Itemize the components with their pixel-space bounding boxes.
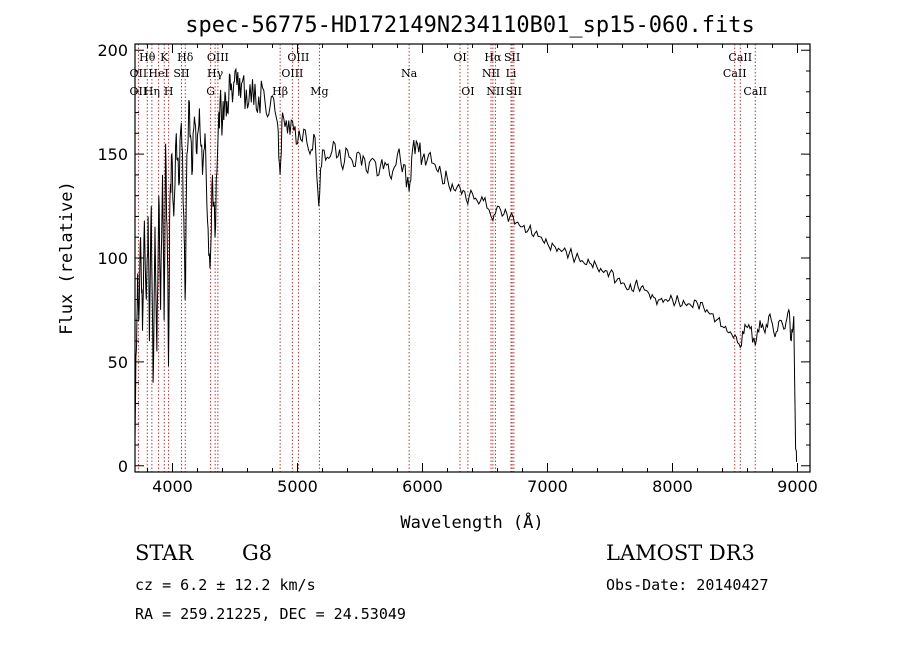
spectral-line-label: OI xyxy=(453,51,466,64)
spectral-line-label: OIII xyxy=(287,51,309,64)
spectral-line-label: OII xyxy=(130,67,148,80)
axis-ticks: 4000 5000 6000 7000 8000 9000 0 50 100 150 200 xyxy=(97,41,817,496)
x-tick-label: 9000 xyxy=(777,477,818,496)
spectral-line-label: H xyxy=(164,85,174,98)
spectral-line-label: HeI xyxy=(148,67,168,80)
x-tick-label: 5000 xyxy=(277,477,318,496)
spectral-line-label: Hθ xyxy=(139,51,156,64)
y-axis-label: Flux (relative) xyxy=(57,181,77,335)
redshift-text: cz = 6.2 ± 12.2 km/s xyxy=(135,576,316,594)
spectral-line-label: G xyxy=(206,85,215,98)
survey-name: LAMOST DR3 xyxy=(606,541,755,565)
spectral-line-label: NII xyxy=(482,67,500,80)
obs-date-text: Obs-Date: 20140427 xyxy=(606,576,769,594)
spectral-line-markers xyxy=(137,44,756,472)
spectral-line-label: SII xyxy=(506,85,522,98)
x-tick-label: 7000 xyxy=(527,477,568,496)
spectral-line-label: OII xyxy=(130,85,148,98)
spectral-line-label: Hγ xyxy=(207,67,224,80)
spectral-line-label: CaII xyxy=(728,51,752,64)
plot-area xyxy=(134,43,811,473)
spectral-line-label: OIII xyxy=(207,51,229,64)
spectral-line-label: OI xyxy=(461,85,474,98)
spectral-line-label: CaII xyxy=(723,67,747,80)
spectral-line-label: Mg xyxy=(310,85,328,98)
spectral-line-label: CaII xyxy=(743,85,767,98)
spectral-line-label: Hδ xyxy=(177,51,194,64)
spectral-line-label: SII xyxy=(173,67,189,80)
y-tick-label: 150 xyxy=(97,145,128,164)
spectral-line-label: NII xyxy=(486,85,504,98)
spectral-line-label: Hα xyxy=(484,51,502,64)
spectral-line-label: K xyxy=(160,51,169,64)
object-subclass: G8 xyxy=(242,541,272,565)
y-tick-label: 100 xyxy=(97,249,128,268)
y-tick-label: 0 xyxy=(118,457,128,476)
spectral-line-label: Hβ xyxy=(272,85,288,98)
plot-frame xyxy=(134,43,811,473)
y-tick-label: 200 xyxy=(97,41,128,60)
spectral-line-label: OIII xyxy=(281,67,303,80)
object-class: STAR xyxy=(135,541,194,565)
coordinates-text: RA = 259.21225, DEC = 24.53049 xyxy=(135,605,406,623)
spectral-line-label: SII xyxy=(504,51,520,64)
spectral-line-label: Na xyxy=(401,67,418,80)
y-tick-label: 50 xyxy=(108,353,128,372)
x-tick-label: 8000 xyxy=(652,477,693,496)
x-tick-label: 6000 xyxy=(402,477,443,496)
spectral-line-label: Hη xyxy=(144,85,160,98)
x-axis-label: Wavelength (Å) xyxy=(400,511,543,533)
x-tick-label: 4000 xyxy=(152,477,193,496)
flux-series-line xyxy=(134,67,798,463)
chart-title: spec-56775-HD172149N234110B01_sp15-060.f… xyxy=(185,13,755,38)
spectral-line-label: Li xyxy=(506,67,517,80)
